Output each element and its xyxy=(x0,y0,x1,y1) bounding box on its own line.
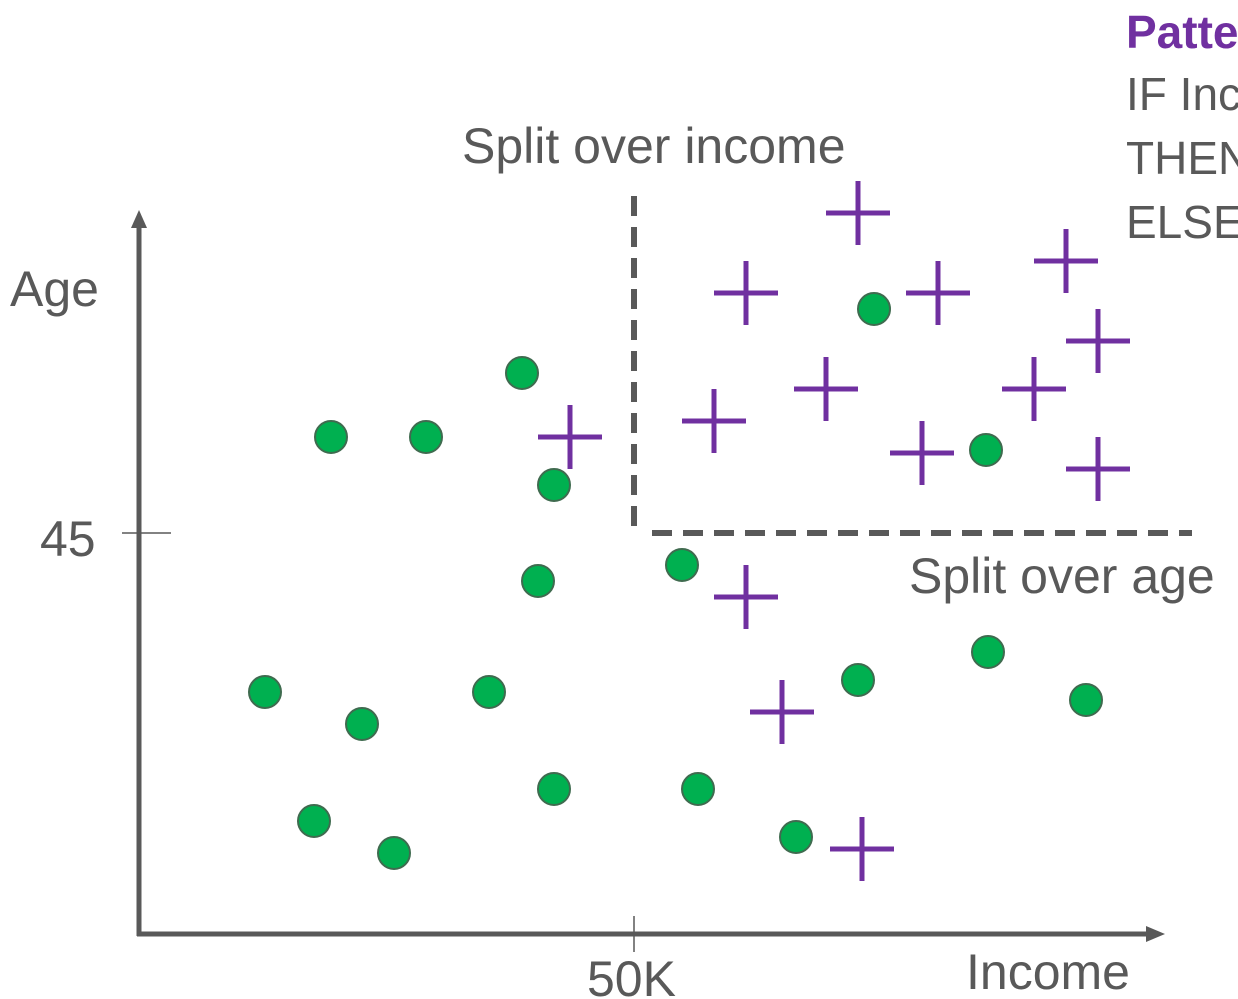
purple-cross-marker xyxy=(826,181,890,245)
purple-cross-marker xyxy=(830,817,894,881)
pattern-line-else: ELSE xyxy=(1126,196,1238,248)
green-circle-marker xyxy=(1069,683,1103,717)
green-circle-marker xyxy=(971,635,1005,669)
green-circle-marker xyxy=(841,663,875,697)
purple-cross-marker xyxy=(794,357,858,421)
purple-cross-marker xyxy=(538,405,602,469)
green-circle-marker xyxy=(665,548,699,582)
green-circle-marker xyxy=(472,675,506,709)
purple-cross-marker xyxy=(714,565,778,629)
purple-cross-marker xyxy=(714,261,778,325)
purple-cross-marker xyxy=(890,421,954,485)
purple-cross-marker xyxy=(1066,309,1130,373)
green-circle-marker xyxy=(521,564,555,598)
x-axis-arrow xyxy=(1146,926,1165,942)
pattern-title: Patte xyxy=(1126,6,1238,58)
split-age-annotation: Split over age xyxy=(909,548,1215,604)
green-circle-marker xyxy=(409,420,443,454)
green-circle-marker xyxy=(505,356,539,390)
y-axis-arrow xyxy=(131,210,147,228)
green-circle-marker xyxy=(779,820,813,854)
y-axis-label: Age xyxy=(10,261,99,317)
pattern-line-then: THEN xyxy=(1126,132,1238,184)
purple-cross-marker xyxy=(1034,229,1098,293)
green-circle-marker xyxy=(297,804,331,838)
green-circle-marker xyxy=(345,707,379,741)
green-circle-marker xyxy=(681,772,715,806)
purple-cross-marker xyxy=(682,389,746,453)
green-circle-marker xyxy=(314,420,348,454)
pattern-line-if: IF Inc xyxy=(1126,68,1238,120)
purple-cross-marker xyxy=(1066,437,1130,501)
y-tick-label: 45 xyxy=(40,511,96,567)
green-circle-marker xyxy=(537,468,571,502)
green-circle-marker xyxy=(377,836,411,870)
purple-cross-marker xyxy=(1002,357,1066,421)
green-circle-marker xyxy=(537,772,571,806)
x-tick-label: 50K xyxy=(587,951,676,999)
purple-cross-marker xyxy=(750,680,814,744)
green-circle-marker xyxy=(857,292,891,326)
x-axis-label: Income xyxy=(966,944,1130,999)
purple-cross-marker xyxy=(906,261,970,325)
split-income-annotation: Split over income xyxy=(462,118,846,174)
markers-group xyxy=(248,181,1130,881)
green-circle-marker xyxy=(248,675,282,709)
green-circle-marker xyxy=(969,433,1003,467)
